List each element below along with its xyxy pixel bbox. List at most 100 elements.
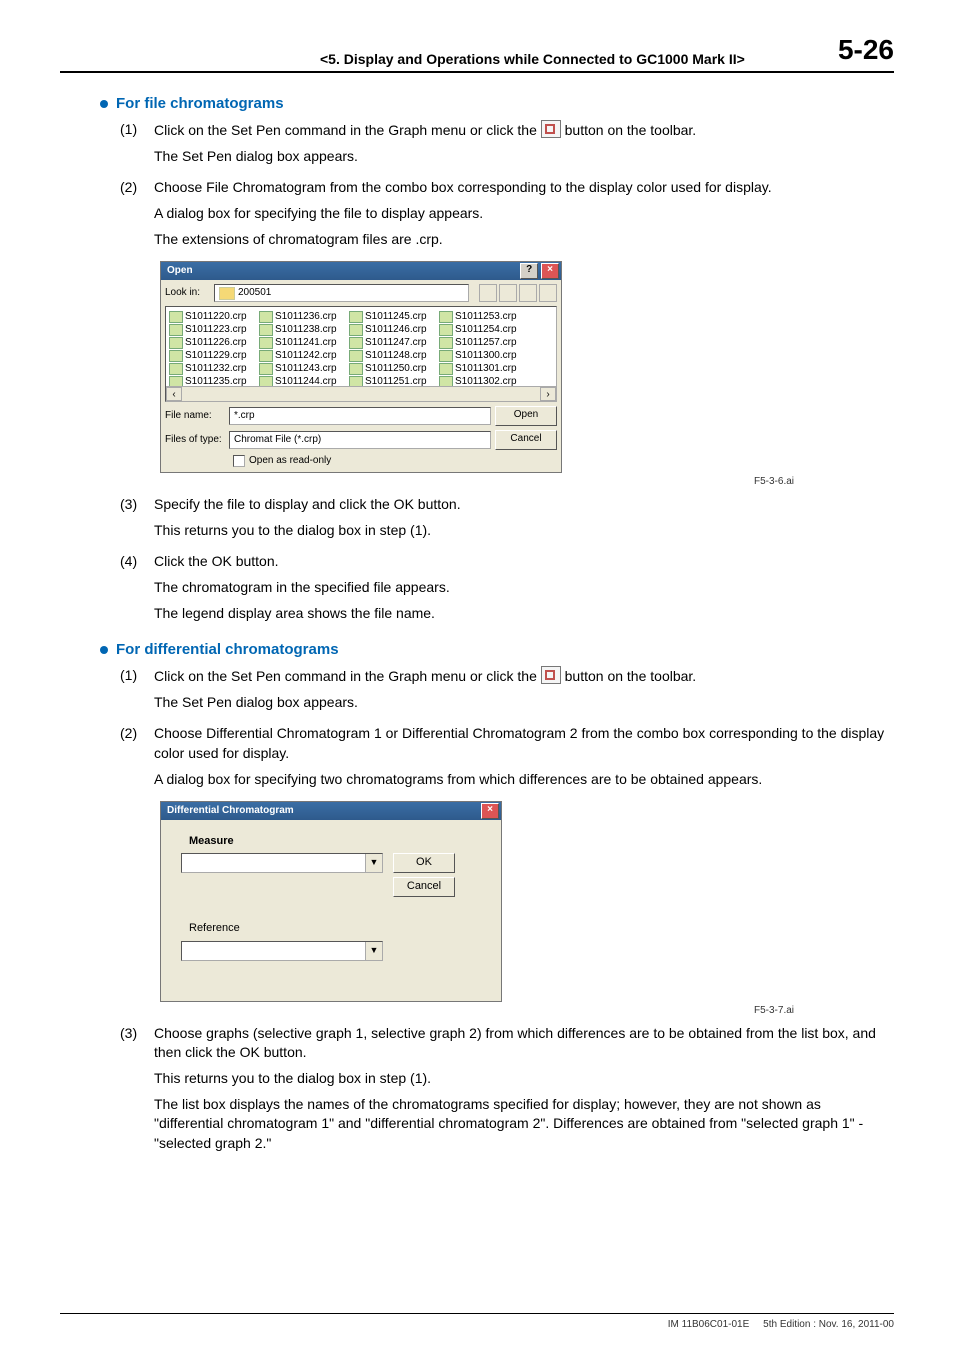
section1-title: For file chromatograms bbox=[100, 93, 894, 114]
step-2-2: (2) Choose Differential Chromatogram 1 o… bbox=[120, 724, 894, 795]
diff-dialog: Differential Chromatogram × Measure ▼ OK… bbox=[160, 801, 502, 1002]
step-num: (1) bbox=[120, 120, 154, 172]
step-text: This returns you to the dialog box in st… bbox=[154, 521, 894, 541]
filename-input[interactable]: *.crp bbox=[229, 407, 491, 425]
step-num: (4) bbox=[120, 552, 154, 629]
lookin-label: Look in: bbox=[165, 286, 210, 300]
step-text: Click the OK button. bbox=[154, 552, 894, 572]
up-icon[interactable] bbox=[499, 284, 517, 302]
open-button[interactable]: Open bbox=[495, 406, 557, 426]
step-text: The extensions of chromatogram files are… bbox=[154, 230, 894, 250]
section2-title: For differential chromatograms bbox=[100, 639, 894, 660]
step-text: Click on the Set Pen command in the Grap… bbox=[154, 120, 894, 141]
bullet-icon bbox=[100, 100, 108, 108]
figure-caption: F5-3-6.ai bbox=[120, 475, 894, 489]
file-item[interactable]: S1011301.crp bbox=[439, 362, 529, 375]
step-text: Choose Differential Chromatogram 1 or Di… bbox=[154, 724, 894, 763]
scroll-right-icon[interactable]: › bbox=[540, 387, 556, 401]
file-item[interactable]: S1011220.crp bbox=[169, 310, 259, 323]
open-dialog: Open ? × Look in: 200501 bbox=[160, 261, 562, 473]
step-1-4: (4) Click the OK button. The chromatogra… bbox=[120, 552, 894, 629]
step-1-2: (2) Choose File Chromatogram from the co… bbox=[120, 178, 894, 255]
back-icon[interactable] bbox=[479, 284, 497, 302]
filetype-label: Files of type: bbox=[165, 433, 225, 447]
file-item[interactable]: S1011236.crp bbox=[259, 310, 349, 323]
scroll-left-icon[interactable]: ‹ bbox=[166, 387, 182, 401]
doc-id: IM 11B06C01-01E bbox=[668, 1319, 750, 1330]
filetype-combo[interactable]: Chromat File (*.crp) bbox=[229, 431, 491, 449]
step-text: Specify the file to display and click th… bbox=[154, 495, 894, 515]
file-list[interactable]: S1011220.crpS1011223.crpS1011226.crpS101… bbox=[165, 306, 557, 402]
page-footer: IM 11B06C01-01E 5th Edition : Nov. 16, 2… bbox=[60, 1313, 894, 1332]
folder-name: 200501 bbox=[238, 286, 271, 300]
step-text: The legend display area shows the file n… bbox=[154, 604, 894, 624]
dialog-titlebar: Differential Chromatogram × bbox=[161, 802, 501, 820]
step-text: Click on the Set Pen command in the Grap… bbox=[154, 666, 894, 687]
step-num: (3) bbox=[120, 1024, 154, 1160]
page-number: 5-26 bbox=[838, 30, 894, 69]
file-item[interactable]: S1011226.crp bbox=[169, 336, 259, 349]
scrollbar[interactable]: ‹› bbox=[166, 386, 556, 401]
chevron-down-icon[interactable]: ▼ bbox=[365, 942, 382, 960]
file-item[interactable]: S1011243.crp bbox=[259, 362, 349, 375]
chevron-down-icon[interactable]: ▼ bbox=[365, 854, 382, 872]
step-num: (2) bbox=[120, 724, 154, 795]
section2-title-text: For differential chromatograms bbox=[116, 639, 339, 660]
step-2-3: (3) Choose graphs (selective graph 1, se… bbox=[120, 1024, 894, 1160]
setpen-icon bbox=[541, 666, 561, 684]
newfolder-icon[interactable] bbox=[519, 284, 537, 302]
page-header: <5. Display and Operations while Connect… bbox=[60, 30, 894, 73]
titlebar-buttons: × bbox=[481, 803, 499, 819]
help-icon[interactable]: ? bbox=[520, 263, 538, 279]
chapter-title: <5. Display and Operations while Connect… bbox=[60, 50, 745, 70]
cancel-button[interactable]: Cancel bbox=[495, 430, 557, 450]
step-text: Choose graphs (selective graph 1, select… bbox=[154, 1024, 894, 1063]
file-item[interactable]: S1011242.crp bbox=[259, 349, 349, 362]
file-item[interactable]: S1011232.crp bbox=[169, 362, 259, 375]
step-num: (3) bbox=[120, 495, 154, 546]
text: Click on the Set Pen command in the Grap… bbox=[154, 122, 541, 138]
close-icon[interactable]: × bbox=[481, 803, 499, 819]
measure-label: Measure bbox=[189, 834, 491, 849]
file-item[interactable]: S1011246.crp bbox=[349, 323, 439, 336]
file-item[interactable]: S1011254.crp bbox=[439, 323, 529, 336]
dialog-title: Differential Chromatogram bbox=[167, 804, 294, 818]
file-item[interactable]: S1011229.crp bbox=[169, 349, 259, 362]
setpen-icon bbox=[541, 120, 561, 138]
file-item[interactable]: S1011223.crp bbox=[169, 323, 259, 336]
text: button on the toolbar. bbox=[561, 668, 696, 684]
step-2-1: (1) Click on the Set Pen command in the … bbox=[120, 666, 894, 718]
step-text: The chromatogram in the specified file a… bbox=[154, 578, 894, 598]
file-item[interactable]: S1011238.crp bbox=[259, 323, 349, 336]
file-item[interactable]: S1011245.crp bbox=[349, 310, 439, 323]
reference-combo[interactable]: ▼ bbox=[181, 941, 383, 961]
filename-label: File name: bbox=[165, 409, 225, 423]
file-item[interactable]: S1011257.crp bbox=[439, 336, 529, 349]
file-item[interactable]: S1011248.crp bbox=[349, 349, 439, 362]
ok-button[interactable]: OK bbox=[393, 853, 455, 873]
step-num: (1) bbox=[120, 666, 154, 718]
file-item[interactable]: S1011300.crp bbox=[439, 349, 529, 362]
cancel-button[interactable]: Cancel bbox=[393, 877, 455, 897]
figure-caption: F5-3-7.ai bbox=[120, 1004, 894, 1018]
readonly-label: Open as read-only bbox=[249, 454, 331, 468]
step-text: Choose File Chromatogram from the combo … bbox=[154, 178, 894, 198]
text: button on the toolbar. bbox=[561, 122, 696, 138]
readonly-checkbox[interactable] bbox=[233, 455, 245, 467]
step-text: A dialog box for specifying the file to … bbox=[154, 204, 894, 224]
file-item[interactable]: S1011241.crp bbox=[259, 336, 349, 349]
file-item[interactable]: S1011253.crp bbox=[439, 310, 529, 323]
file-item[interactable]: S1011247.crp bbox=[349, 336, 439, 349]
step-text: This returns you to the dialog box in st… bbox=[154, 1069, 894, 1089]
step-text: A dialog box for specifying two chromato… bbox=[154, 770, 894, 790]
close-icon[interactable]: × bbox=[541, 263, 559, 279]
step-1-1: (1) Click on the Set Pen command in the … bbox=[120, 120, 894, 172]
step-num: (2) bbox=[120, 178, 154, 255]
lookin-combo[interactable]: 200501 bbox=[214, 284, 469, 302]
step-text: The Set Pen dialog box appears. bbox=[154, 147, 894, 167]
measure-combo[interactable]: ▼ bbox=[181, 853, 383, 873]
bullet-icon bbox=[100, 646, 108, 654]
views-icon[interactable] bbox=[539, 284, 557, 302]
reference-label: Reference bbox=[189, 921, 491, 936]
file-item[interactable]: S1011250.crp bbox=[349, 362, 439, 375]
